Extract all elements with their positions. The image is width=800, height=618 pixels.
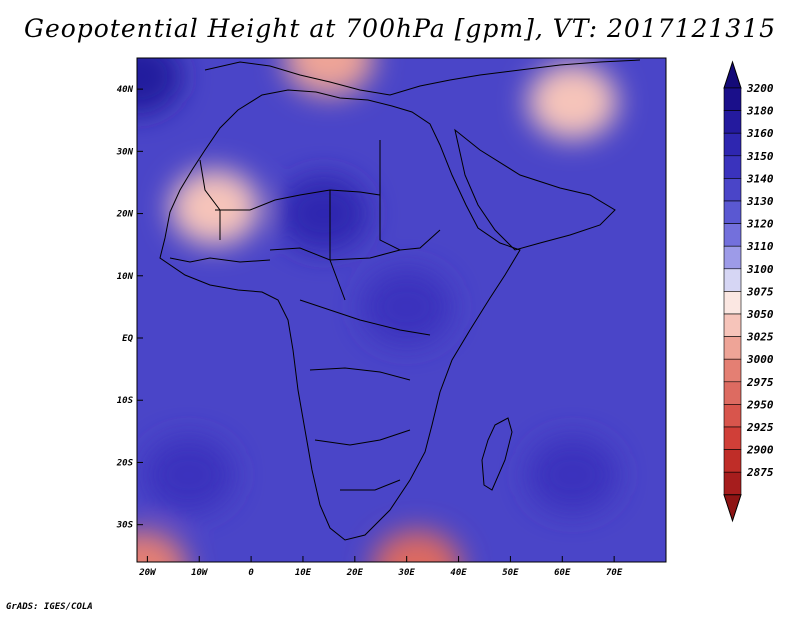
y-tick-label: 30N — [116, 147, 134, 157]
x-tick-label: 20E — [346, 568, 364, 578]
map-title: Geopotential Height at 700hPa [gpm], VT:… — [23, 14, 777, 43]
colorbar-label: 3180 — [746, 105, 774, 118]
colorbar-label: 3000 — [746, 353, 774, 366]
colorbar-swatch — [723, 268, 742, 292]
colorbar-label: 3050 — [746, 308, 774, 321]
x-tick-label: 20W — [138, 568, 157, 578]
colorbar-bottom-triangle — [723, 494, 742, 523]
colorbar-swatch — [723, 178, 742, 202]
africa-coastline — [159, 89, 521, 541]
colorbar-label: 3130 — [746, 195, 774, 208]
x-tick-label: 10W — [191, 568, 209, 578]
country-borders-2 — [299, 299, 431, 491]
y-tick-label: 20N — [116, 210, 134, 220]
field-blob-low-mediterranean — [283, 58, 374, 96]
colorbar-label: 3120 — [746, 218, 774, 231]
y-tick-label: EQ — [122, 334, 133, 344]
map-frame — [136, 57, 667, 563]
colorbar-top-triangle — [723, 60, 742, 89]
y-tick-label: 20S — [116, 458, 134, 468]
y-tick-label: 10S — [117, 396, 134, 406]
colorbar: 3200 3180 3160 3150 3140 3130 3120 3110 3100 3075… — [723, 60, 774, 523]
colorbar-label: 2900 — [746, 444, 774, 457]
colorbar-label: 3200 — [746, 82, 774, 95]
colorbar-swatch — [723, 336, 742, 360]
field-blob-high-arabia-south — [361, 268, 452, 345]
colorbar-swatch — [723, 471, 742, 496]
colorbar-swatch — [723, 132, 742, 157]
colorbar-swatch — [723, 404, 742, 428]
colorbar-label: 2950 — [746, 398, 774, 411]
colorbar-swatch — [723, 291, 742, 315]
coastlines — [159, 59, 641, 541]
x-tick-label: 10E — [295, 568, 312, 578]
colorbar-label: 3075 — [746, 285, 774, 298]
x-tick-label: 70E — [606, 568, 623, 578]
x-tick-label: 50E — [502, 568, 519, 578]
colorbar-swatch — [723, 381, 742, 405]
colorbar-label: 2975 — [746, 376, 774, 389]
colorbar-swatch — [723, 358, 742, 383]
field-blob-high-indian-ocean — [527, 436, 618, 513]
country-borders-3 — [169, 159, 271, 263]
colorbar-label: 2925 — [746, 421, 774, 434]
y-tick-label: 10N — [117, 272, 134, 282]
field-blob-low-west-sahara — [169, 169, 260, 246]
colorbar-swatch — [723, 449, 742, 473]
field-blob-high-south-atlantic — [143, 436, 234, 513]
colorbar-swatch — [723, 110, 742, 134]
colorbar-swatch — [723, 223, 742, 247]
arabia-outline — [454, 128, 616, 251]
field-blob-high-north-atlantic — [137, 58, 182, 115]
colorbar-swatch — [723, 155, 742, 179]
colorbar-swatch — [723, 245, 742, 270]
colorbar-swatch — [723, 313, 742, 337]
y-tick-label: 40N — [117, 85, 134, 95]
madagascar-outline — [481, 417, 513, 491]
x-tick-label: 40E — [450, 568, 467, 578]
x-tick-label: 30E — [398, 568, 416, 578]
field-blob-high-sahara — [278, 175, 369, 252]
colorbar-label: 3160 — [746, 127, 774, 140]
x-tick-label: 0 — [248, 568, 254, 578]
europe-coast — [204, 59, 641, 96]
footer-credit: GrADS: IGES/COLA — [6, 602, 93, 612]
colorbar-swatch — [723, 87, 742, 111]
colorbar-label: 3150 — [746, 150, 774, 163]
country-borders-1 — [249, 140, 441, 301]
colorbar-swatch — [723, 426, 742, 450]
y-tick-label: 30S — [116, 521, 134, 531]
colorbar-label: 3110 — [746, 240, 774, 253]
colorbar-swatch — [723, 200, 742, 224]
field-blob-low-southwest-corner — [137, 530, 187, 562]
colorbar-label: 3140 — [746, 172, 774, 185]
colorbar-label: 3025 — [746, 331, 774, 344]
field-blob-low-south-africa-coast — [372, 530, 462, 562]
colorbar-label: 3100 — [746, 263, 774, 276]
colorbar-label: 2875 — [746, 466, 774, 479]
x-tick-label: 60E — [554, 568, 571, 578]
field-blob-low-middle-east — [527, 63, 618, 140]
